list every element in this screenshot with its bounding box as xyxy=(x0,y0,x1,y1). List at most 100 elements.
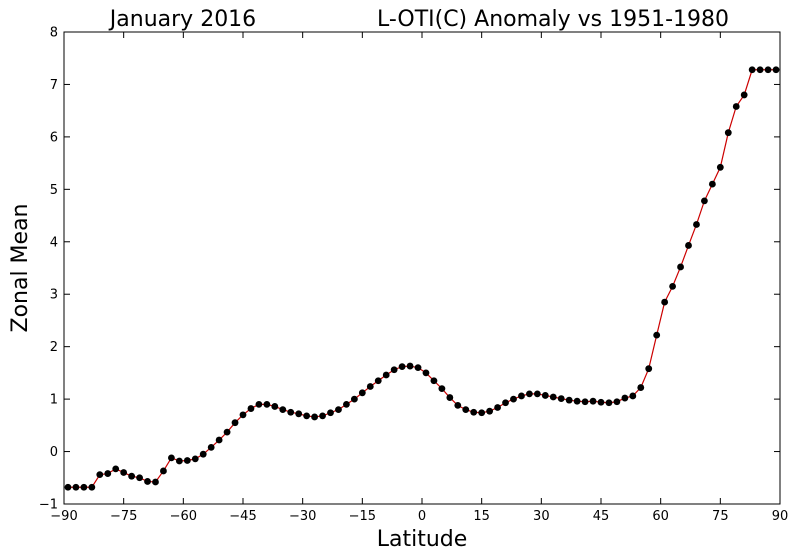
data-point xyxy=(104,470,112,477)
x-axis-label: Latitude xyxy=(377,527,468,552)
data-point xyxy=(581,398,589,406)
data-point xyxy=(112,465,120,473)
x-tick-label: −45 xyxy=(229,509,256,524)
data-point xyxy=(191,455,199,463)
x-tick-label: 60 xyxy=(652,509,669,524)
data-point xyxy=(343,400,350,408)
data-point xyxy=(557,395,565,402)
data-point xyxy=(597,398,605,406)
data-point xyxy=(462,406,470,413)
data-point xyxy=(772,66,780,74)
x-tick-label: −30 xyxy=(289,509,316,524)
tick-label-layer: −90 −75 −60 −45 −30 −15 0 15 30 45 60 75 90−10123456… xyxy=(39,26,788,525)
data-point xyxy=(693,221,700,228)
data-point xyxy=(740,91,748,99)
data-point xyxy=(573,397,581,405)
x-tick-label: 15 xyxy=(473,509,490,524)
data-point xyxy=(303,412,311,420)
data-point xyxy=(454,402,462,409)
data-point xyxy=(661,298,669,306)
y-tick-label: 6 xyxy=(50,130,58,145)
data-point xyxy=(613,398,621,406)
data-point xyxy=(327,409,334,417)
data-point xyxy=(366,383,374,390)
data-point xyxy=(748,66,756,74)
data-point xyxy=(629,392,637,400)
y-tick-label: 2 xyxy=(50,340,58,355)
data-point xyxy=(677,263,684,271)
x-tick-label: 90 xyxy=(772,509,789,524)
data-point xyxy=(422,369,430,377)
data-point xyxy=(247,405,255,412)
data-point xyxy=(446,394,454,401)
x-tick-label: 45 xyxy=(593,509,610,524)
data-point xyxy=(311,413,318,421)
data-point xyxy=(645,365,653,373)
data-point xyxy=(183,457,191,464)
data-point xyxy=(398,363,406,370)
data-point xyxy=(136,474,143,482)
data-point xyxy=(335,406,342,413)
x-tick-label: 0 xyxy=(418,509,426,524)
data-point xyxy=(144,478,151,485)
data-point xyxy=(374,377,382,385)
y-tick-label: −1 xyxy=(39,498,58,513)
data-point xyxy=(382,371,390,379)
data-point xyxy=(255,400,263,408)
tick-layer xyxy=(63,31,781,505)
data-point xyxy=(358,389,366,397)
data-point xyxy=(215,436,223,444)
data-point xyxy=(64,483,72,491)
data-point xyxy=(239,411,247,419)
data-point xyxy=(701,197,708,205)
y-axis-label: Zonal Mean xyxy=(8,203,33,332)
data-point xyxy=(518,392,525,400)
data-point xyxy=(653,331,661,339)
y-tick-label: 4 xyxy=(50,235,58,250)
data-point xyxy=(724,129,732,137)
x-tick-label: −90 xyxy=(50,509,77,524)
data-point xyxy=(438,385,446,393)
data-point xyxy=(732,103,740,110)
x-tick-label: −15 xyxy=(349,509,376,524)
data-point xyxy=(470,408,478,416)
data-point xyxy=(199,450,207,458)
y-tick-label: 0 xyxy=(50,445,58,460)
data-point xyxy=(80,483,88,491)
data-point xyxy=(486,407,494,415)
y-tick-label: 7 xyxy=(50,78,58,93)
x-tick-label: 30 xyxy=(533,509,550,524)
chart-title-right: L-OTI(C) Anomaly vs 1951-1980 xyxy=(377,7,729,32)
data-point xyxy=(160,467,167,475)
y-tick-label: 1 xyxy=(50,393,58,408)
data-point xyxy=(541,392,549,399)
data-point xyxy=(223,428,231,436)
data-point xyxy=(175,457,183,465)
data-point xyxy=(430,377,438,385)
data-point xyxy=(168,454,175,462)
data-point xyxy=(526,390,533,398)
data-point xyxy=(88,483,96,491)
data-point xyxy=(533,390,541,398)
data-point xyxy=(510,395,517,403)
data-point xyxy=(263,400,271,408)
data-point xyxy=(319,412,326,420)
data-point xyxy=(152,478,159,486)
data-point xyxy=(764,66,772,74)
data-point xyxy=(406,362,414,370)
data-point xyxy=(231,419,239,427)
y-tick-label: 5 xyxy=(50,183,58,198)
data-point xyxy=(279,406,287,413)
data-point xyxy=(120,469,128,476)
data-point xyxy=(669,282,676,290)
data-point xyxy=(287,408,295,416)
data-point xyxy=(350,395,358,403)
data-point xyxy=(72,483,80,491)
x-tick-label: 75 xyxy=(712,509,729,524)
data-point xyxy=(390,366,398,374)
data-point xyxy=(716,163,724,171)
data-point xyxy=(271,403,279,410)
y-tick-label: 3 xyxy=(50,288,58,303)
data-point xyxy=(96,471,104,479)
